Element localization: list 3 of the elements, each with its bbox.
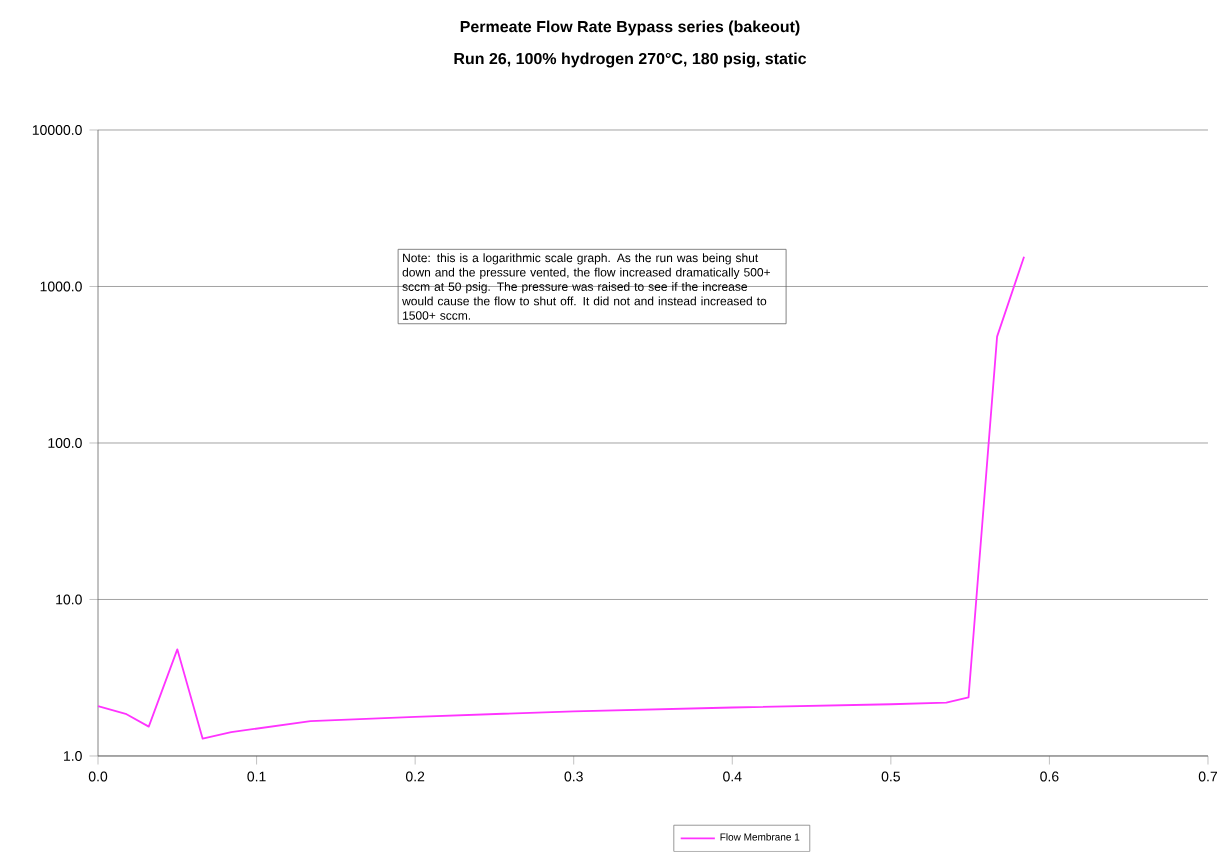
chart-subtitle: Run 26, 100% hydrogen 270°C, 180 psig, static [454, 52, 807, 68]
line-series [97, 255, 1025, 740]
chart-title: Permeate Flow Rate Bypass series (bakeout) [460, 20, 800, 36]
